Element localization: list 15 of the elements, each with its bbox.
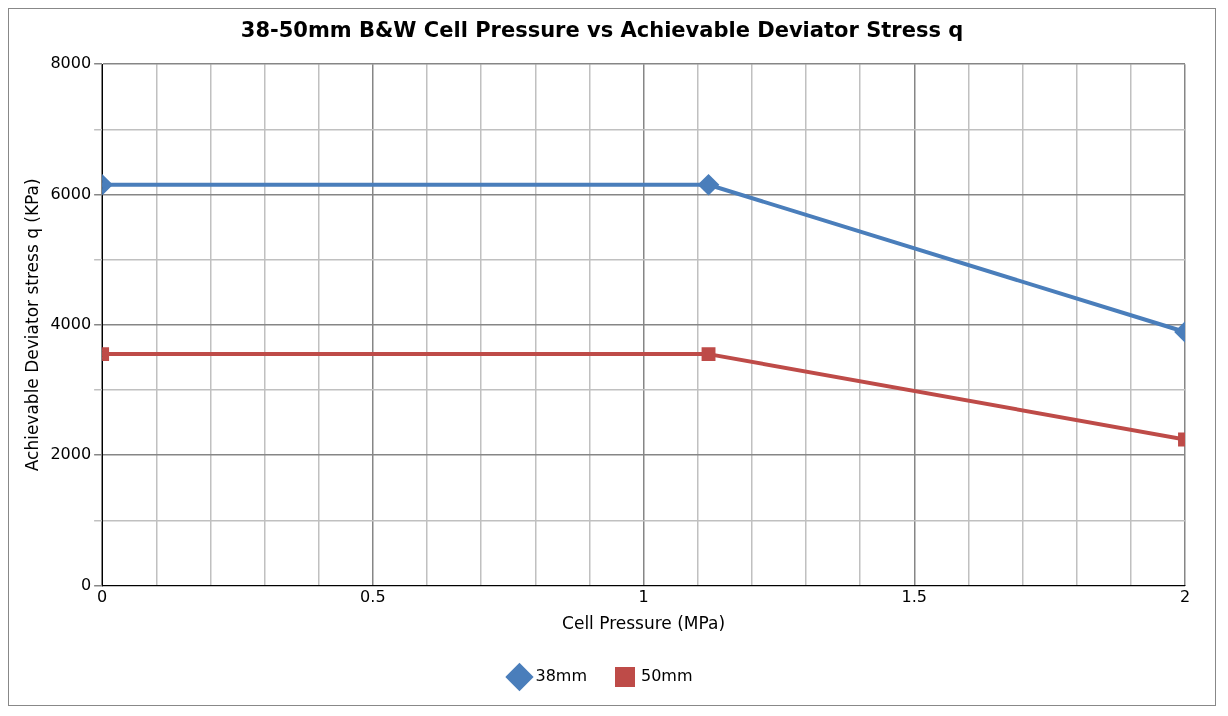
y-tick-label: 2000 [50,444,92,464]
x-tick-label: 2 [1179,587,1191,607]
y-axis-title: Achievable Deviator stress q (KPa) [21,178,42,472]
legend-label: 38mm [535,666,587,686]
x-tick-label: 0 [97,587,108,607]
x-axis-title: Cell Pressure (MPa) [562,613,726,634]
x-tick-label: 1.5 [901,587,928,607]
y-tick-label: 0 [80,574,92,594]
y-tick-label: 4000 [50,313,92,333]
chart-title: 38-50mm B&W Cell Pressure vs Achievable Deviator Stress q [240,18,964,43]
y-tick-label: 6000 [50,183,92,203]
legend-label: 50mm [641,666,693,686]
x-tick-label: 0.5 [360,587,386,607]
y-tick-label: 8000 [50,53,92,73]
x-tick-label: 1 [638,587,649,607]
